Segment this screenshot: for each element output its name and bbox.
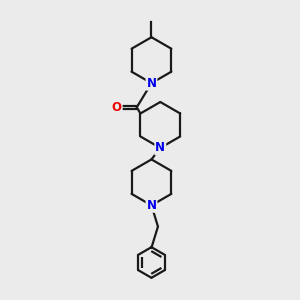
Text: N: N (146, 77, 157, 90)
Text: N: N (155, 141, 165, 154)
Text: N: N (146, 199, 157, 212)
Text: O: O (112, 101, 122, 114)
